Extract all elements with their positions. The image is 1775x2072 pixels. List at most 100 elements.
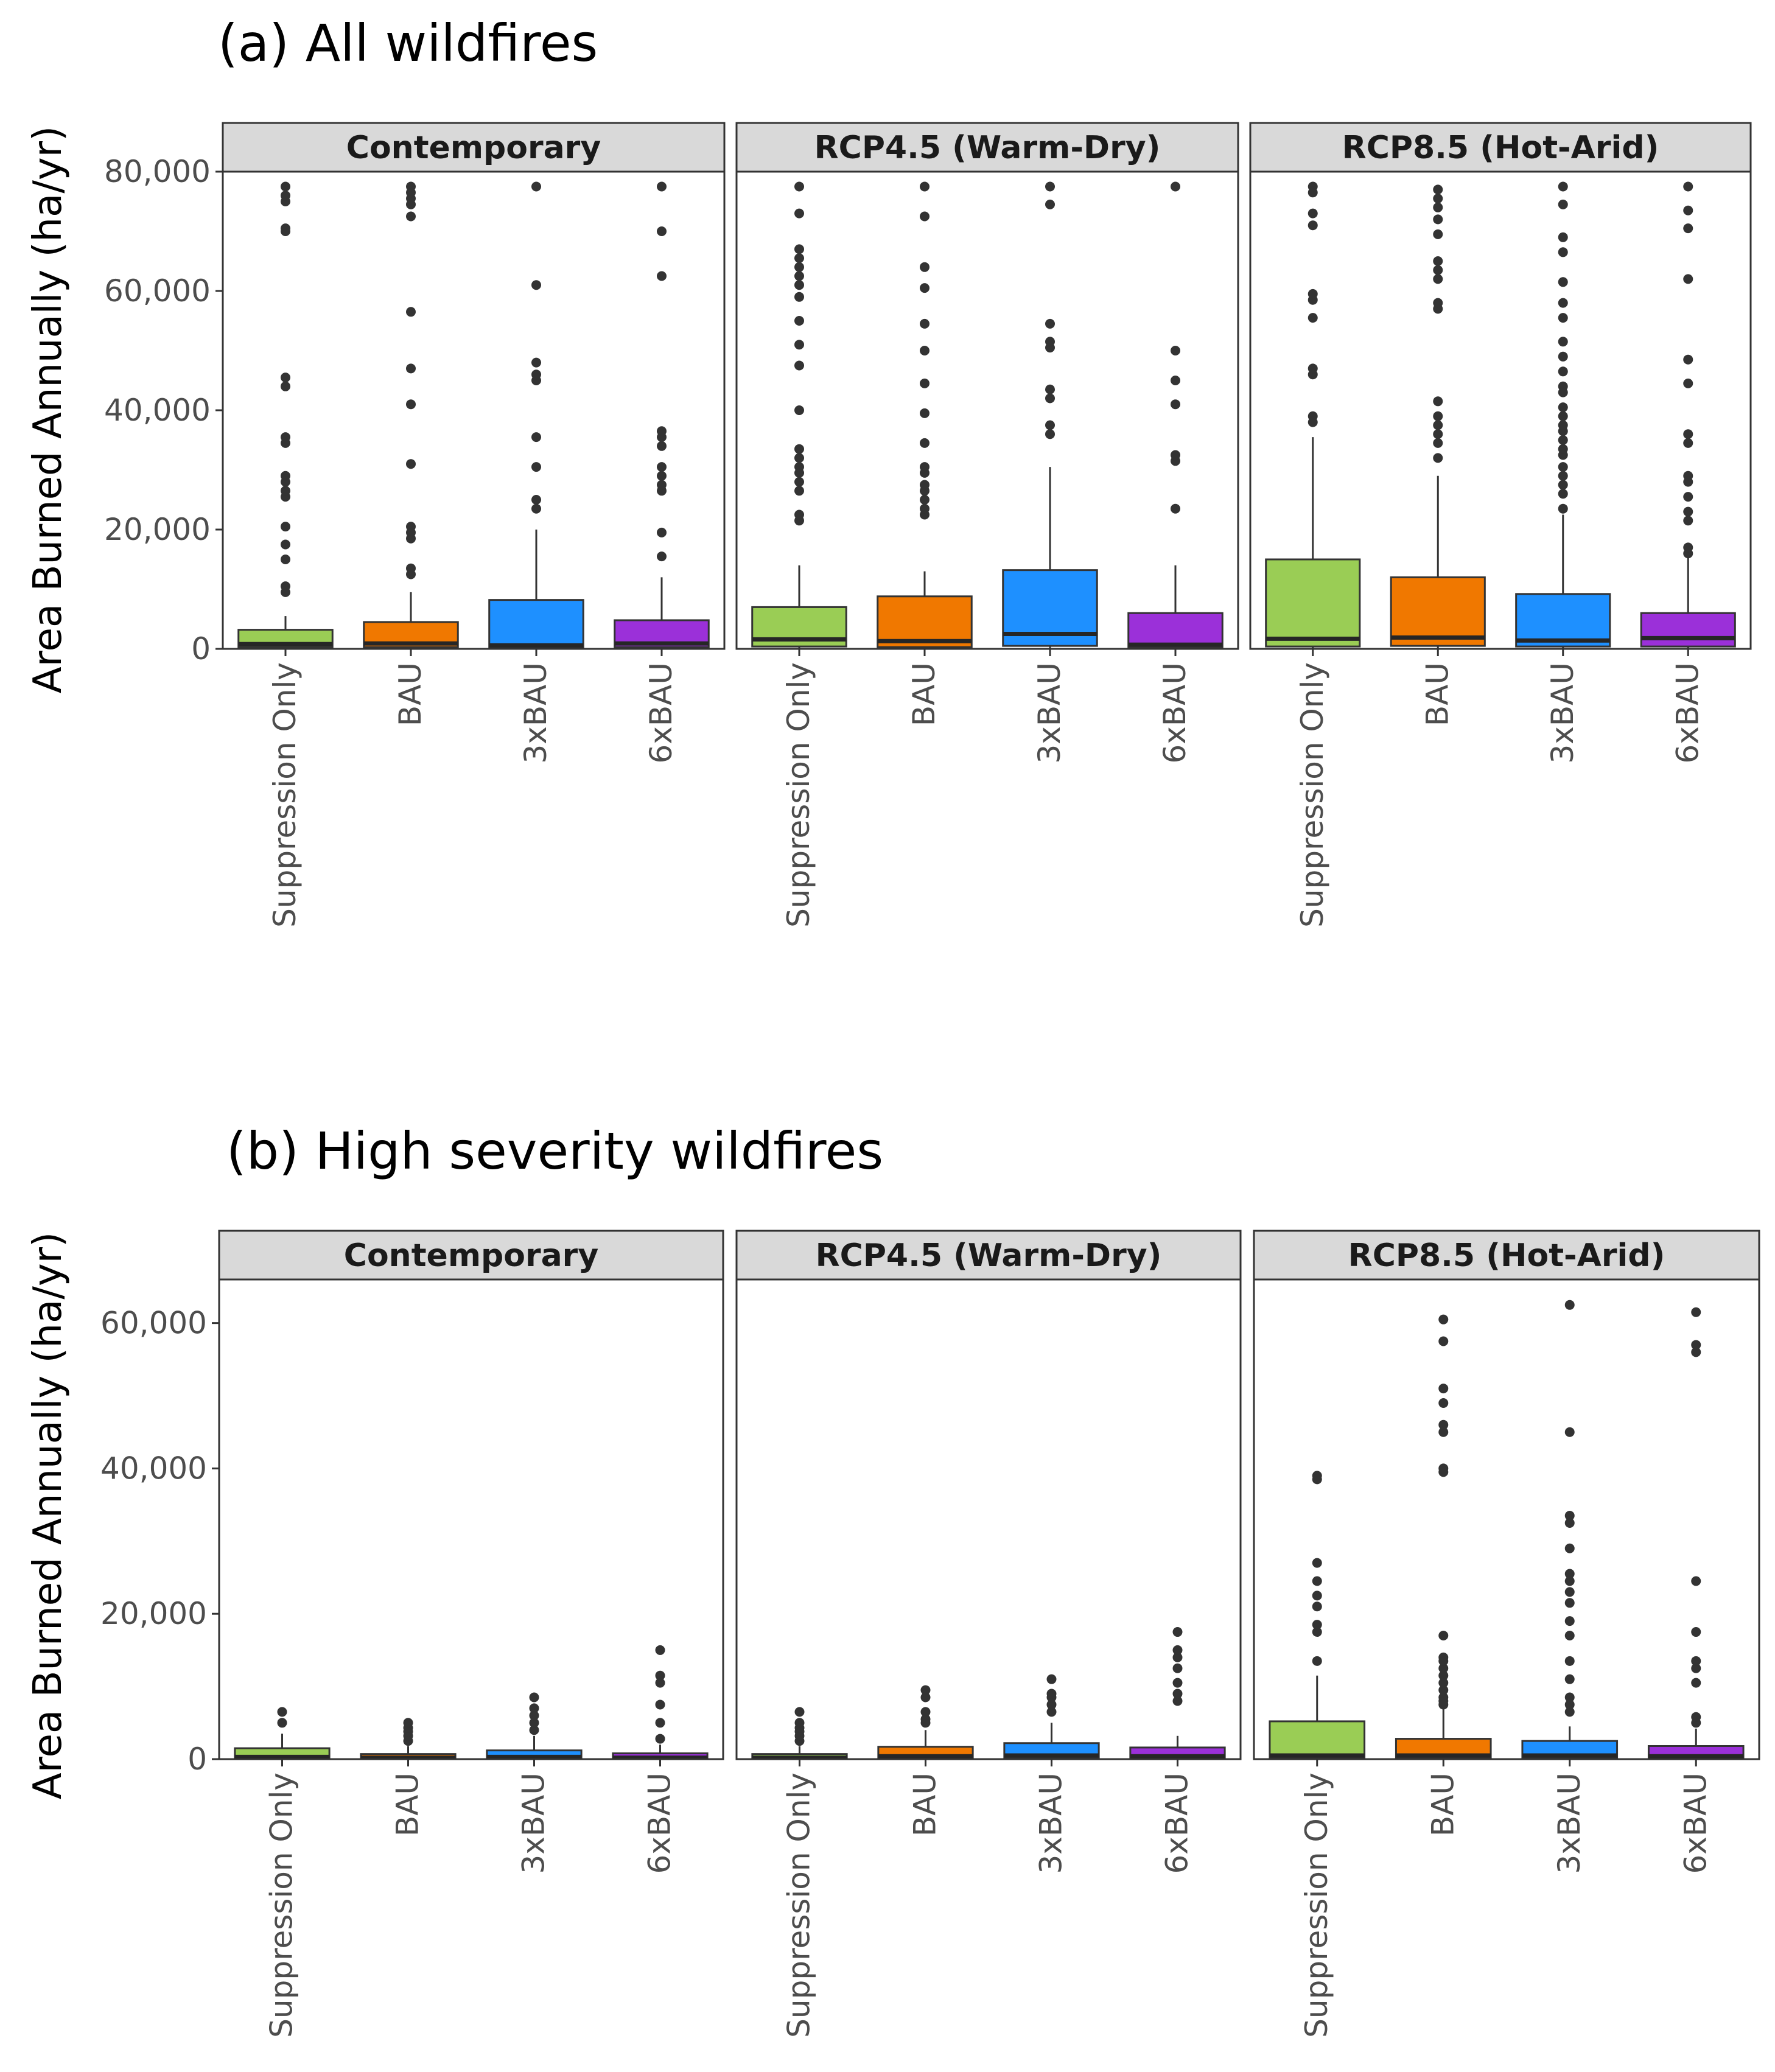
outlier-point [281,539,290,550]
outlier-point [655,1645,665,1655]
plot-border [222,170,726,650]
x-tick-label: BAU [1420,662,1455,726]
outlier-point [1045,420,1055,430]
y-tick-label: 40,000 [104,393,211,428]
outlier-point [1308,289,1318,299]
outlier-point [406,211,416,222]
y-tick-label: 60,000 [100,1306,207,1341]
outlier-point [1308,208,1318,219]
outlier-point [1558,402,1568,413]
outlier-point [657,471,667,481]
outlier-point [920,262,930,272]
outlier-point [1308,181,1318,192]
outlier-point [406,181,416,192]
outlier-point [1438,1685,1449,1695]
outlier-point [1433,202,1443,212]
outlier-point [281,432,290,443]
outlier-point [1564,1598,1575,1608]
outlier-point [1691,1712,1701,1722]
outlier-point [406,563,416,573]
outlier-point [1683,223,1693,234]
outlier-point [529,1725,539,1735]
chart-all-wildfires: (a) All wildfires Area Burned Annually (h… [26,13,1752,928]
plot-border [735,170,1239,650]
facet-panel: RCP8.5 (Hot-Arid) Suppression Only BAU 3xBA… [1249,122,1752,928]
x-tick-label: Suppression Only [264,1773,299,2038]
outlier-point [531,462,541,472]
box-6xbau [1127,181,1224,649]
outlier-point [281,581,290,592]
outlier-point [1045,199,1055,209]
outlier-point [1312,1471,1322,1481]
outlier-point [1558,381,1568,391]
facet-strip-label: RCP8.5 (Hot-Arid) [1348,1237,1665,1274]
outlier-point [1433,396,1443,407]
box-bau [877,181,973,649]
facet-strip-label: RCP8.5 (Hot-Arid) [1342,130,1659,166]
outlier-point [406,363,416,374]
outlier-point [1558,471,1568,481]
outlier-point [1691,1347,1701,1357]
outlier-point [1564,1699,1575,1710]
facet-strip-label: RCP4.5 (Warm-Dry) [814,130,1161,166]
plot-area [1254,1279,1759,1759]
box-iqr [877,595,973,648]
plot-area [223,172,724,649]
outlier-point [657,480,667,490]
outlier-point [1558,366,1568,377]
outlier-point [1558,298,1568,308]
outlier-point [1558,313,1568,323]
x-tick-label: 3xBAU [516,1773,551,1874]
box-iqr [1265,558,1361,648]
y-axis-title: Area Burned Annually (ha/yr) [26,126,71,693]
x-tick-label: 3xBAU [1545,662,1580,764]
outlier-point [794,509,804,520]
facet-strip-label: Contemporary [346,130,601,166]
outlier-point [794,477,804,487]
facet-strip [1249,122,1752,173]
x-tick-label: 3xBAU [1552,1773,1587,1874]
outlier-point [1438,1652,1449,1662]
outlier-point [1433,411,1443,421]
outlier-point [1683,438,1693,448]
plot-area [219,1279,723,1759]
outlier-point [920,181,930,192]
outlier-point [531,432,541,443]
x-tick-label: 6xBAU [1160,1773,1195,1874]
outlier-point [1172,1652,1183,1662]
outlier-point [529,1710,539,1721]
outlier-point [920,408,930,418]
outlier-point [657,426,667,436]
outlier-point [1683,181,1693,192]
outlier-point [794,340,804,350]
outlier-point [1308,411,1318,421]
outlier-point [655,1718,665,1728]
outlier-point [281,471,290,481]
outlier-point [657,527,667,537]
x-tick-label: Suppression Only [267,662,303,928]
outlier-point [1558,337,1568,347]
box-iqr [1269,1720,1366,1759]
outlier-point [1433,438,1443,448]
outlier-point [655,1670,665,1681]
x-tick-label: BAU [1425,1773,1460,1836]
facet-panel: Contemporary Suppression Only BAU 3xBAU 6xBA… [222,122,726,928]
outlier-point [794,453,804,463]
outlier-point [657,462,667,472]
x-tick-label: 3xBAU [518,662,553,764]
outlier-point [1683,542,1693,553]
outlier-point [1558,181,1568,192]
outlier-point [1438,1463,1449,1474]
x-tick-label: BAU [908,1773,943,1836]
outlier-point [1558,411,1568,421]
outlier-point [655,1699,665,1710]
outlier-point [1683,492,1693,502]
outlier-point [794,280,804,290]
box-6xbau [1647,1307,1745,1760]
box-3xbau [486,1692,583,1760]
box-bau [1395,1314,1492,1759]
outlier-point [1312,1591,1322,1601]
outlier-point [1438,1419,1449,1430]
chart-title: (b) High severity wildfires [226,1121,883,1181]
outlier-point [1171,346,1180,355]
